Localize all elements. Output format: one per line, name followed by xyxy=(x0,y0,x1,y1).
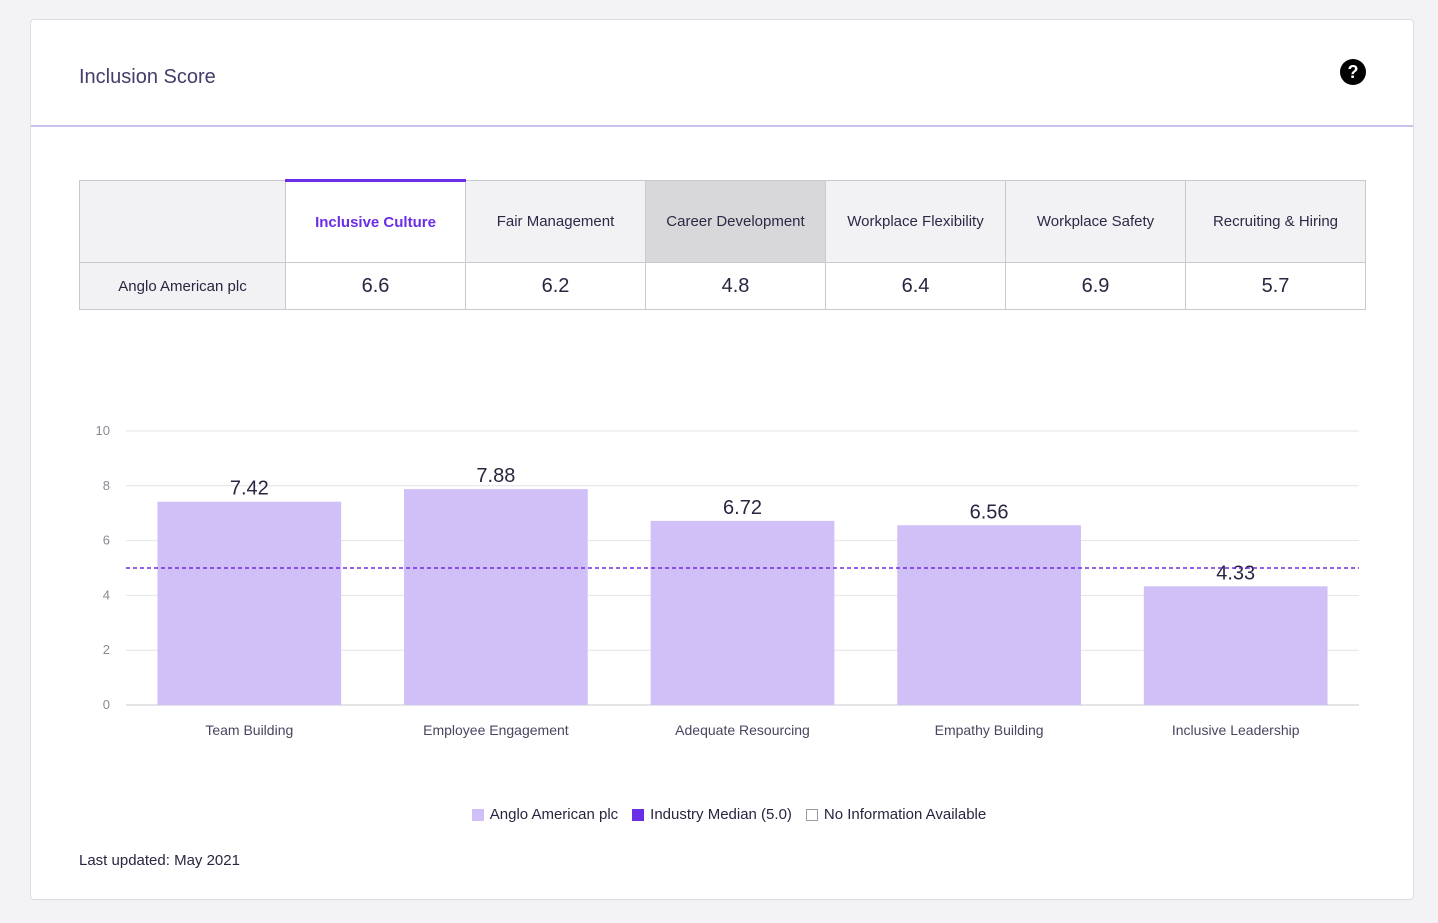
legend-label: Industry Median (5.0) xyxy=(650,806,792,823)
x-tick-label: Employee Engagement xyxy=(423,722,569,738)
card-title: Inclusion Score xyxy=(79,66,216,88)
last-updated-text: Last updated: May 2021 xyxy=(79,852,240,869)
subscore-bar-chart: 0 2 4 6 8 10 7.42 Team Building 7.88 Employee Eng… xyxy=(91,420,1371,775)
bar[interactable] xyxy=(897,525,1081,705)
legend-label: Anglo American plc xyxy=(489,806,619,823)
tab-fair-management[interactable]: Fair Management xyxy=(465,180,646,263)
x-tick-label: Adequate Resourcing xyxy=(675,722,810,738)
y-tick-label: 6 xyxy=(103,533,110,548)
legend-item-median[interactable]: Industry Median (5.0) xyxy=(632,806,792,823)
bar-data-label: 6.72 xyxy=(723,497,762,519)
card-header: Inclusion Score ? xyxy=(31,20,1413,127)
tab-recruiting-hiring[interactable]: Recruiting & Hiring xyxy=(1185,180,1366,263)
bar[interactable] xyxy=(404,489,588,705)
inclusion-score-card: Inclusion Score ? Inclusive Culture Fair… xyxy=(30,19,1414,900)
score-cell: 6.2 xyxy=(465,262,646,310)
chart-legend: Anglo American plc Industry Median (5.0)… xyxy=(31,806,1415,823)
bar[interactable] xyxy=(650,520,835,705)
bar-chart-svg: 0 2 4 6 8 10 7.42 Team Building 7.88 Employee Eng… xyxy=(96,423,1359,738)
median-swatch xyxy=(632,808,645,821)
y-tick-label: 2 xyxy=(103,642,110,657)
score-cell: 5.7 xyxy=(1185,262,1366,310)
bar[interactable] xyxy=(1143,586,1328,705)
legend-label: No Information Available xyxy=(823,806,987,823)
y-tick-label: 10 xyxy=(96,423,110,438)
score-cell: 6.4 xyxy=(825,262,1006,310)
table-corner-cell xyxy=(79,180,286,263)
score-cell: 4.8 xyxy=(645,262,826,310)
table-row: Anglo American plc 6.6 6.2 4.8 6.4 6.9 5… xyxy=(79,262,1366,310)
tab-inclusive-culture[interactable]: Inclusive Culture xyxy=(285,179,466,263)
question-circle-icon[interactable]: ? xyxy=(1340,59,1366,85)
tab-career-development[interactable]: Career Development xyxy=(645,180,826,263)
bar[interactable] xyxy=(157,501,342,705)
table-header-row: Inclusive Culture Fair Management Career… xyxy=(79,179,1366,263)
legend-item-company[interactable]: Anglo American plc xyxy=(471,806,619,823)
bar-data-label: 4.33 xyxy=(1216,562,1255,584)
x-tick-label: Team Building xyxy=(205,722,293,738)
inclusion-score-table: Inclusive Culture Fair Management Career… xyxy=(79,179,1366,310)
bar-data-label: 6.56 xyxy=(970,501,1009,523)
company-name-cell: Anglo American plc xyxy=(79,262,286,310)
tab-workplace-flexibility[interactable]: Workplace Flexibility xyxy=(825,180,1006,263)
y-tick-label: 4 xyxy=(103,587,110,602)
score-cell: 6.6 xyxy=(285,262,466,310)
x-tick-label: Inclusive Leadership xyxy=(1172,722,1300,738)
score-cell: 6.9 xyxy=(1005,262,1186,310)
legend-item-no-info[interactable]: No Information Available xyxy=(805,806,987,823)
bar-data-label: 7.88 xyxy=(476,465,515,487)
no-info-swatch xyxy=(805,808,818,821)
y-tick-label: 8 xyxy=(103,478,110,493)
y-tick-label: 0 xyxy=(103,697,110,712)
company-swatch xyxy=(471,808,484,821)
x-tick-label: Empathy Building xyxy=(935,722,1044,738)
bar-data-label: 7.42 xyxy=(230,478,269,500)
tab-workplace-safety[interactable]: Workplace Safety xyxy=(1005,180,1186,263)
